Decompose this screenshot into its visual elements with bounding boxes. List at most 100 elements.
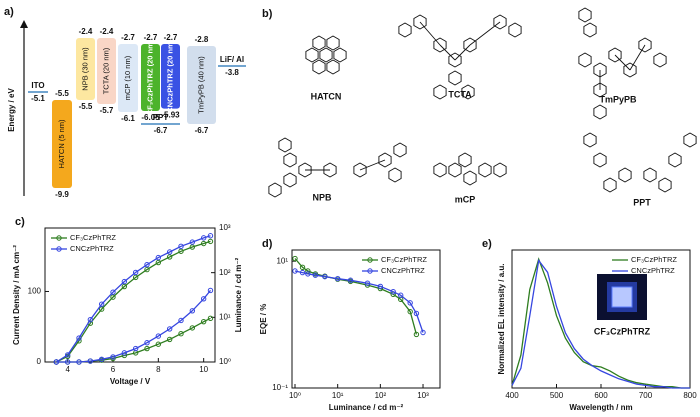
bond [454, 44, 471, 61]
panel-label: d) [262, 238, 273, 250]
y-axis-label: EQE / % [259, 304, 268, 335]
data-point [121, 283, 128, 290]
y-tick-label: 10⁻¹ [272, 383, 288, 392]
data-point [53, 359, 60, 365]
homo-label: -6.1 [121, 114, 135, 123]
data-point [377, 283, 384, 290]
layer-name: mCP (10 nm) [123, 55, 132, 100]
ring [463, 37, 477, 53]
data-point [155, 341, 162, 347]
data-point [110, 294, 116, 300]
data-point [334, 275, 341, 282]
molecule-name: mCP [455, 194, 476, 204]
y2-tick-label: 10⁰ [219, 357, 231, 366]
plot-frame [291, 249, 441, 389]
ring [333, 47, 347, 63]
ring [413, 14, 427, 30]
x-axis-label: Luminance / cd m⁻² [329, 403, 404, 412]
ring [448, 52, 462, 68]
data-point [64, 359, 71, 365]
data-point [207, 238, 214, 245]
y-axis-label: Current Density / mA cm⁻² [12, 245, 21, 345]
data-point [155, 333, 162, 339]
data-point [98, 306, 105, 312]
level-name: PPT [153, 113, 169, 122]
homo-label: -5.7 [100, 106, 114, 115]
data-point [76, 335, 82, 341]
data-point [76, 359, 82, 365]
ring [448, 70, 462, 86]
data-point [305, 268, 311, 274]
ring [658, 177, 672, 193]
ring [388, 167, 402, 183]
data-point [178, 317, 184, 324]
data-point [144, 261, 150, 268]
lumo-label: -5.5 [55, 89, 69, 98]
legend-label: CNCzPhTRZ [70, 244, 114, 253]
layer-name: CF₃CzPhTRZ (20 nm) [145, 39, 154, 115]
series-line [55, 235, 211, 363]
series-line [511, 258, 690, 389]
data-point [98, 301, 105, 307]
homo-label: -5.93 [161, 111, 180, 120]
x-tick-label: 700 [639, 391, 653, 400]
data-point [407, 300, 413, 306]
y-tick-label: 100 [28, 287, 42, 296]
y2-tick-label: 10³ [219, 223, 231, 232]
ring [378, 152, 392, 168]
x-tick-label: 600 [594, 391, 608, 400]
ring [393, 142, 407, 158]
y2-tick-label: 10¹ [219, 312, 231, 321]
data-point [407, 308, 413, 315]
lumo-label: -2.8 [195, 35, 209, 44]
bond [614, 54, 631, 71]
data-point [121, 278, 128, 285]
ring [283, 152, 297, 168]
data-point [132, 274, 139, 281]
level-value: -3.8 [225, 68, 239, 77]
series-line [56, 240, 211, 363]
y-tick-label: 10¹ [276, 256, 288, 265]
legend-marker [56, 235, 62, 241]
bond [629, 44, 646, 71]
level-value: -6.7 [154, 126, 168, 135]
data-point [413, 331, 420, 338]
data-point [413, 310, 420, 317]
panel-label: a) [4, 6, 14, 18]
ring [578, 7, 592, 23]
y2-axis-label: Luminance / cd m⁻² [234, 257, 243, 332]
ring [493, 14, 507, 30]
x-tick-label: 10 [199, 365, 208, 374]
homo-label: -6.05 [141, 113, 160, 122]
legend-label: CF₃CzPhTRZ [70, 233, 116, 242]
ring [398, 22, 412, 38]
bond [419, 21, 441, 46]
data-point [189, 308, 196, 314]
data-point [347, 277, 354, 283]
data-point [87, 316, 94, 323]
data-point [364, 280, 371, 286]
ring [312, 35, 326, 51]
legend-marker [56, 246, 62, 252]
ring [618, 167, 632, 183]
ring [319, 47, 333, 63]
ring [493, 162, 507, 178]
ring [653, 52, 667, 68]
ring [583, 22, 597, 38]
energy-layer [141, 44, 160, 111]
data-point [64, 352, 71, 358]
molecule-name: PPT [633, 197, 651, 207]
ring [668, 152, 682, 168]
data-point [166, 249, 173, 255]
x-tick-label: 6 [111, 365, 116, 374]
data-point [132, 345, 139, 352]
ring [623, 62, 637, 78]
data-point [144, 266, 150, 273]
y2-tick-label: 10² [219, 268, 231, 277]
legend-label: CF₃CzPhTRZ [381, 255, 427, 264]
series-line [294, 258, 418, 335]
ring [448, 162, 462, 178]
data-point [322, 273, 328, 280]
data-point [305, 271, 311, 277]
ring [508, 22, 522, 38]
